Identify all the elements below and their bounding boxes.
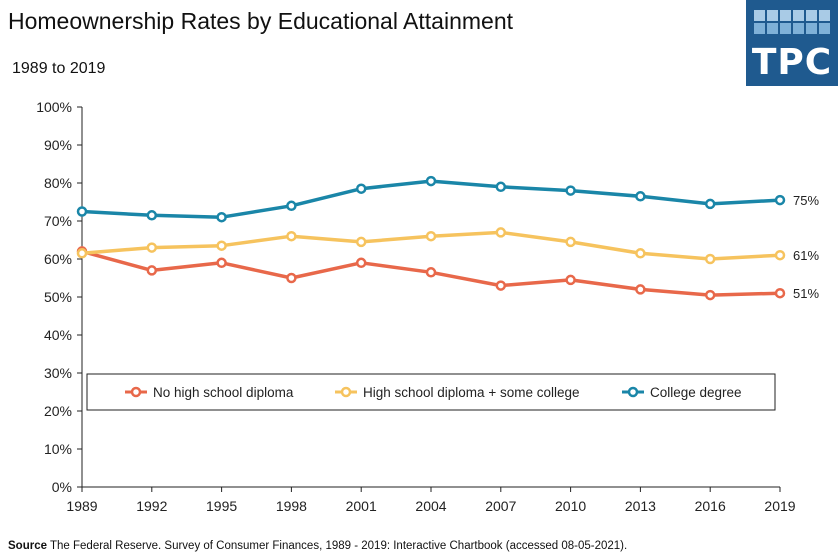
legend-label: High school diploma + some college <box>363 385 580 400</box>
y-tick-label: 80% <box>44 175 72 191</box>
data-point <box>635 284 646 295</box>
series-layer: 51% 61% 75% <box>76 175 819 301</box>
x-tick-label: 2019 <box>764 498 795 514</box>
x-tick-label: 2004 <box>415 498 446 514</box>
logo-grid-cell <box>819 23 830 34</box>
x-tick-label: 2013 <box>625 498 656 514</box>
data-point <box>774 194 786 206</box>
logo-grid-cell <box>806 23 817 34</box>
data-point <box>286 200 297 212</box>
tpc-logo: TPC <box>746 0 838 86</box>
logo-grid-cell <box>793 10 804 21</box>
logo-grid-cell <box>767 23 778 34</box>
chart-axes: 0% 10% 20% 30% 40% 50% 60% 70% 80% 90% 100% 1989 199… <box>36 99 796 514</box>
y-tick-label: 90% <box>44 137 72 153</box>
legend-box <box>86 373 776 411</box>
source-text: The Federal Reserve. Survey of Consumer … <box>47 540 628 552</box>
data-point <box>76 206 88 217</box>
legend-swatch-marker <box>130 386 142 398</box>
y-tick-label: 40% <box>44 327 72 343</box>
legend-swatch-marker <box>627 386 639 398</box>
logo-grid-cell <box>767 10 778 21</box>
data-point <box>565 185 576 196</box>
data-point <box>635 248 646 259</box>
source-label: Source <box>8 540 47 552</box>
data-point <box>355 183 367 194</box>
logo-grid-cell <box>780 10 791 21</box>
logo-grid-cell <box>819 10 830 21</box>
data-point <box>425 175 437 187</box>
data-point <box>565 274 576 286</box>
x-tick-label: 1998 <box>276 498 307 514</box>
end-value-label: 51% <box>793 286 819 301</box>
data-point <box>146 242 158 253</box>
data-point <box>495 181 507 193</box>
data-point <box>76 248 88 259</box>
x-tick-label: 2007 <box>485 498 516 514</box>
y-tick-label: 70% <box>44 213 72 229</box>
legend-swatch-marker <box>340 386 352 398</box>
end-value-label: 75% <box>793 193 819 208</box>
y-tick-label: 60% <box>44 251 72 267</box>
x-tick-label: 2010 <box>555 498 586 514</box>
data-point <box>704 198 716 210</box>
data-point <box>774 249 786 261</box>
data-point <box>216 257 227 269</box>
x-tick-label: 1989 <box>66 498 97 514</box>
series-line-2 <box>81 179 781 219</box>
x-tick-label: 1995 <box>206 498 237 514</box>
x-tick-label: 2001 <box>346 498 377 514</box>
data-point <box>216 211 227 223</box>
y-tick-label: 50% <box>44 289 72 305</box>
legend-label: College degree <box>650 385 742 400</box>
data-point <box>355 257 367 269</box>
chart-title: Homeownership Rates by Educational Attai… <box>8 8 514 34</box>
logo-grid-cell <box>780 23 791 34</box>
line-chart: 0% 10% 20% 30% 40% 50% 60% 70% 80% 90% 100% 1989 199… <box>36 99 819 514</box>
data-point <box>704 253 716 265</box>
end-value-label: 61% <box>793 248 819 263</box>
y-tick-label: 0% <box>52 479 72 495</box>
chart-subtitle: 1989 to 2019 <box>12 60 106 77</box>
data-point <box>425 267 437 278</box>
x-tick-label: 2016 <box>695 498 726 514</box>
y-tick-label: 10% <box>44 441 72 457</box>
logo-grid-cell <box>793 23 804 34</box>
data-point <box>146 210 158 221</box>
data-point <box>286 272 297 284</box>
logo-text: TPC <box>751 42 833 83</box>
logo-grid-cell <box>754 23 765 34</box>
legend-label: No high school diploma <box>153 385 294 400</box>
data-point <box>355 236 367 248</box>
logo-grid-cell <box>806 10 817 21</box>
data-point <box>216 240 227 251</box>
data-point <box>286 230 297 242</box>
data-point <box>495 227 507 238</box>
data-point <box>495 280 507 291</box>
x-tick-label: 1992 <box>136 498 167 514</box>
data-point <box>704 289 716 301</box>
chart-legend: No high school diploma High school diplom… <box>86 373 776 411</box>
y-tick-label: 20% <box>44 403 72 419</box>
logo-grid-cell <box>754 10 765 21</box>
data-point <box>774 287 786 299</box>
y-tick-label: 30% <box>44 365 72 381</box>
data-point <box>635 191 646 202</box>
source-note: Source The Federal Reserve. Survey of Co… <box>8 540 627 552</box>
data-point <box>565 236 576 248</box>
data-point <box>425 230 437 242</box>
y-tick-label: 100% <box>36 99 72 115</box>
data-point <box>146 265 158 276</box>
